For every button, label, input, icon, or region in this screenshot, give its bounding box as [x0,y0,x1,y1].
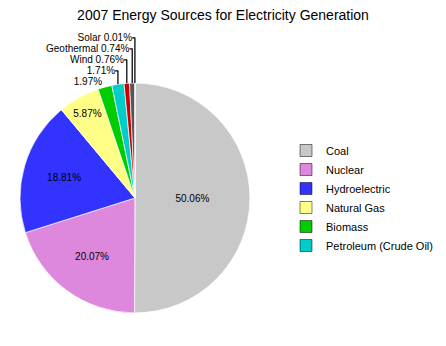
svg-text:Petroleum (Crude Oil): Petroleum (Crude Oil) [326,240,433,252]
svg-text:1.97%: 1.97% [74,76,102,87]
svg-text:5.87%: 5.87% [73,108,101,119]
svg-text:Solar 0.01%: Solar 0.01% [78,32,133,43]
svg-text:Geothermal 0.74%: Geothermal 0.74% [46,43,129,54]
svg-text:Hydroelectric: Hydroelectric [326,183,391,195]
svg-text:Wind 0.76%: Wind 0.76% [70,54,124,65]
svg-text:50.06%: 50.06% [175,193,209,204]
svg-text:Natural Gas: Natural Gas [326,202,385,214]
svg-text:Biomass: Biomass [326,221,369,233]
svg-text:Coal: Coal [326,145,349,157]
svg-text:1.71%: 1.71% [87,65,115,76]
svg-text:Nuclear: Nuclear [326,164,364,176]
svg-text:20.07%: 20.07% [75,251,109,262]
svg-text:18.81%: 18.81% [47,172,81,183]
svg-text:2007 Energy Sources for Electr: 2007 Energy Sources for Electricity Gene… [77,7,369,23]
